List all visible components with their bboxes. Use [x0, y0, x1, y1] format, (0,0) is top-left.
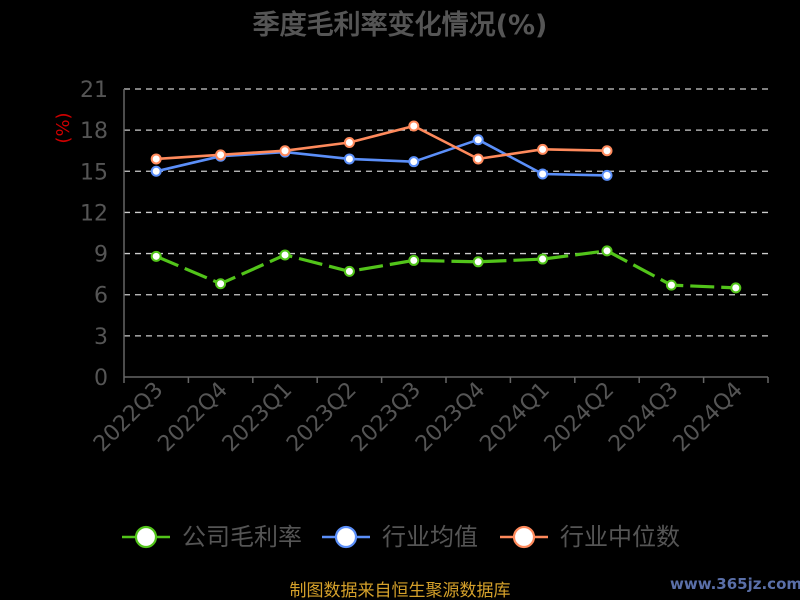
data-point — [537, 143, 549, 155]
data-point — [601, 145, 613, 157]
source-note: 制图数据来自恒生聚源数据库 — [290, 581, 511, 600]
data-point — [343, 265, 355, 277]
legend-label: 行业均值 — [382, 523, 478, 551]
data-point — [408, 120, 420, 132]
y-tick-label: 0 — [94, 366, 108, 391]
watermark: www.365jz.com — [670, 575, 800, 593]
x-tick-label: 2023Q3 — [347, 378, 426, 457]
data-point — [150, 165, 162, 177]
data-point — [343, 136, 355, 148]
data-point — [408, 156, 420, 168]
data-point — [537, 168, 549, 180]
y-tick-label: 6 — [94, 284, 108, 309]
data-point — [601, 169, 613, 181]
data-point — [665, 279, 677, 291]
x-tick-label: 2023Q4 — [411, 378, 490, 457]
data-point — [343, 153, 355, 165]
y-tick-label: 15 — [80, 160, 108, 185]
legend-marker — [334, 525, 358, 549]
x-tick-label: 2024Q4 — [669, 378, 748, 457]
y-tick-label: 3 — [94, 325, 108, 350]
data-point — [730, 282, 742, 294]
series-line — [156, 124, 608, 161]
data-point — [601, 245, 613, 257]
legend-label: 公司毛利率 — [182, 523, 302, 551]
legend: 公司毛利率 行业均值 行业中位数 — [122, 523, 680, 551]
data-point — [408, 254, 420, 266]
x-tick-label: 2024Q3 — [604, 378, 683, 457]
data-point — [537, 253, 549, 265]
data-point — [472, 134, 484, 146]
x-tick-label: 2024Q2 — [540, 378, 619, 457]
x-tick-label: 2023Q2 — [282, 378, 361, 457]
legend-label: 行业中位数 — [560, 523, 680, 551]
y-tick-label: 12 — [80, 201, 108, 226]
y-tick-label: 21 — [80, 78, 108, 103]
series-line — [155, 249, 736, 290]
axes: 0369121518212022Q32022Q42023Q12023Q22023… — [80, 78, 769, 457]
data-point — [215, 278, 227, 290]
legend-marker — [134, 525, 158, 549]
data-point — [215, 149, 227, 161]
data-point — [472, 256, 484, 268]
x-tick-label: 2022Q4 — [153, 378, 232, 457]
data-point — [472, 153, 484, 165]
y-tick-label: 9 — [94, 243, 108, 268]
data-point — [279, 145, 291, 157]
series-lines — [150, 120, 742, 294]
y-axis-unit: (%) — [53, 112, 74, 143]
series-line — [155, 138, 608, 177]
chart-title: 季度毛利率变化情况(%) — [253, 9, 548, 41]
y-tick-label: 18 — [80, 119, 108, 144]
grid — [124, 88, 768, 337]
x-tick-label: 2023Q1 — [218, 378, 297, 457]
legend-marker — [512, 525, 536, 549]
data-point — [150, 153, 162, 165]
data-point — [279, 249, 291, 261]
x-tick-label: 2024Q1 — [475, 378, 554, 457]
data-point — [150, 250, 162, 262]
